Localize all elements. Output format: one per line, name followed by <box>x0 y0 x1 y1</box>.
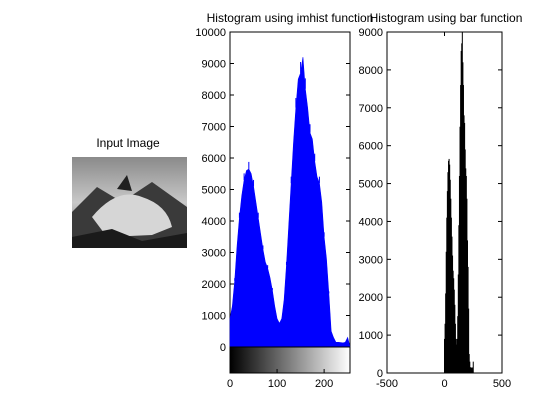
bar-chart-bar <box>450 198 452 373</box>
imhist-series-area <box>229 57 351 348</box>
bar-chart-bar <box>448 158 450 373</box>
bar-chart-bar <box>444 338 445 373</box>
bar-chart-bar <box>461 32 463 373</box>
bar-chart-bar <box>444 323 446 373</box>
bar-ytick-label: 7000 <box>359 103 383 115</box>
bar-ytick-label: 4000 <box>359 216 383 228</box>
bar-chart-bar <box>469 367 471 373</box>
bar-chart-bar <box>453 289 455 373</box>
bar-chart-bar <box>456 344 458 373</box>
imhist-ytick-label: 1000 <box>202 311 226 323</box>
grayscale-photo-icon <box>72 157 187 248</box>
bar-ytick-label: 9000 <box>359 27 383 39</box>
imhist-ytick-label: 6000 <box>202 153 226 165</box>
bar-ytick-label: 0 <box>377 368 383 380</box>
bar-chart-bar <box>449 164 451 373</box>
imhist-ytick-label: 9000 <box>202 59 226 71</box>
imhist-xtick-label: 100 <box>268 378 286 390</box>
imhist-ytick-label: 0 <box>220 342 226 354</box>
bar-ytick-label: 8000 <box>359 65 383 77</box>
bar-xtick-label: -500 <box>376 378 398 390</box>
imhist-ytick-label: 5000 <box>202 185 226 197</box>
bar-chart-bar <box>463 115 465 373</box>
bar-chart-bar <box>458 225 460 373</box>
bar-chart-bar <box>445 251 447 373</box>
imhist-xtick-label: 0 <box>227 378 233 390</box>
bar-chart-bar <box>447 172 449 373</box>
bar-chart-bar <box>453 278 455 373</box>
bar-ytick-label: 2000 <box>359 292 383 304</box>
bar-axes-frame <box>386 31 503 374</box>
imhist-ytick-label: 8000 <box>202 90 226 102</box>
bar-chart-bar <box>465 175 467 373</box>
imhist-chart: 0100020003000400050006000700080009000100… <box>195 27 351 390</box>
bar-ytick-label: 5000 <box>359 179 383 191</box>
imhist-ytick-label: 4000 <box>202 216 226 228</box>
bar-chart-bar <box>462 62 464 374</box>
bar-ytick-label: 3000 <box>359 254 383 266</box>
bar-chart-bar <box>452 255 454 373</box>
bar-ytick-label: 6000 <box>359 141 383 153</box>
bar-chart-bar <box>465 168 467 373</box>
bar-xtick-label: 0 <box>441 378 447 390</box>
imhist-xtick-label: 200 <box>315 378 333 390</box>
bar-chart-bar <box>446 191 448 373</box>
bar-chart-bar <box>460 50 462 373</box>
bar-chart-bar <box>462 85 464 374</box>
bar-ytick-label: 1000 <box>359 330 383 342</box>
bar-chart-bar <box>454 323 456 373</box>
bar-chart-bar <box>471 367 473 373</box>
bar-chart-bar <box>457 274 459 373</box>
bar-chart-bar <box>459 126 461 373</box>
bar-chart-bar <box>458 175 460 373</box>
bar-chart-bar <box>457 316 459 373</box>
imhist-title: Histogram using imhist function <box>207 11 374 25</box>
bar-chart-bar <box>454 304 456 373</box>
imhist-colorbar <box>229 346 351 374</box>
image-title: Input Image <box>96 136 160 150</box>
bar-chart-bar <box>464 122 466 373</box>
bar-chart-title: Histogram using bar function <box>370 11 523 25</box>
bar-chart-bar <box>467 240 468 373</box>
imhist-ytick-label: 7000 <box>202 122 226 134</box>
bar-chart-bar <box>450 217 452 373</box>
bar-chart-bar <box>460 85 462 374</box>
bar-chart-bar <box>468 354 470 373</box>
bar-xtick-label: 500 <box>493 378 511 390</box>
bar-chart-bar <box>456 338 458 373</box>
bar-chart-bar <box>466 198 468 373</box>
bar-chart-bar <box>455 338 457 373</box>
bar-chart-bar <box>469 361 471 373</box>
bar-chart-bar <box>445 293 447 373</box>
bar-chart-bar <box>461 43 463 373</box>
bar-chart-bar <box>471 368 473 373</box>
bar-chart-bar <box>467 266 469 373</box>
bar-chart-bar <box>452 270 454 373</box>
bar-chart-bar <box>449 179 451 373</box>
bar-chart-bar <box>472 361 474 373</box>
imhist-ytick-label: 10000 <box>195 27 226 39</box>
bar-chart-bar <box>451 236 453 373</box>
bar-chart-bar <box>446 217 448 373</box>
imhist-ytick-label: 3000 <box>202 248 226 260</box>
imhist-ytick-label: 2000 <box>202 279 226 291</box>
bar-chart-bar <box>468 308 470 373</box>
bar-chart-bar <box>448 160 450 373</box>
bar-chart: 0100020003000400050006000700080009000-50… <box>359 27 512 390</box>
bar-chart-bar <box>472 367 474 373</box>
bar-chart-bar <box>464 149 466 373</box>
bar-chart-bar <box>470 367 472 373</box>
